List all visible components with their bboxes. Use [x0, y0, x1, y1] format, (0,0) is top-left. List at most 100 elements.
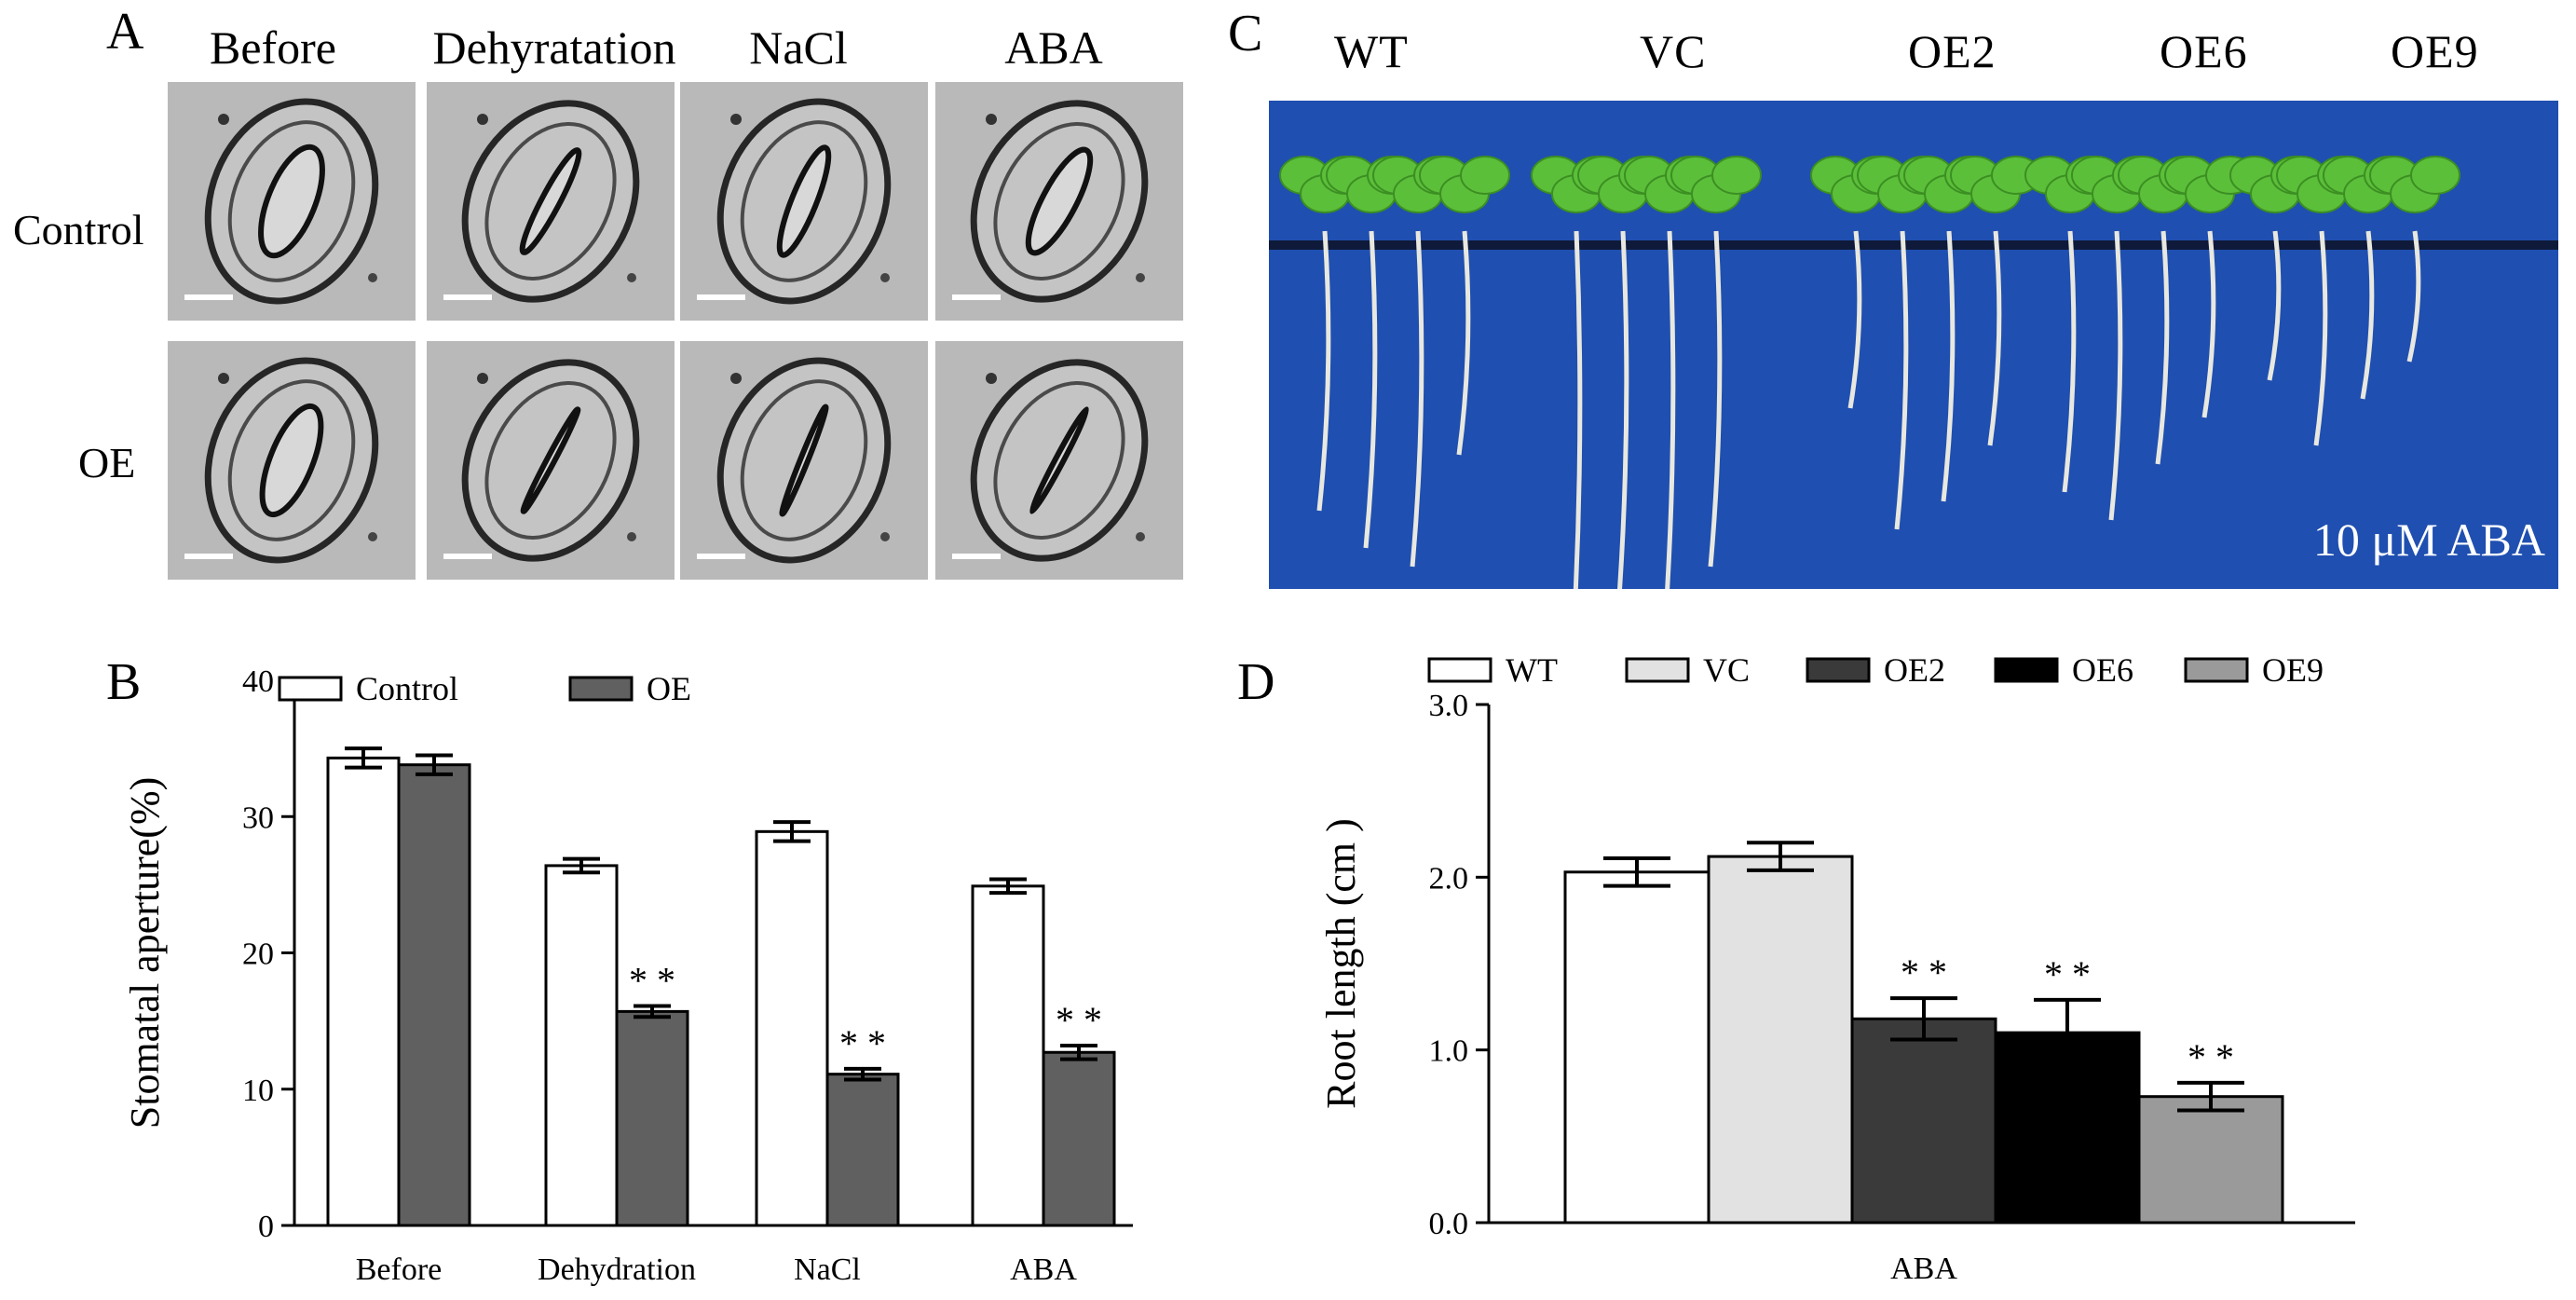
seedling-leaf: [1711, 156, 1762, 195]
panel-c-letter: C: [1228, 5, 1263, 62]
chart-b-y-tick-label: 20: [242, 937, 274, 972]
seedling-root: [1665, 230, 1676, 589]
row-label-oe: OE: [78, 439, 136, 486]
chart-d-legend-label: WT: [1506, 651, 1558, 689]
seedling-root: [2062, 230, 2077, 493]
stomata-image-control-nacl: [680, 82, 928, 321]
chart-d-legend-label: OE2: [1884, 651, 1945, 689]
seedling-root: [1410, 230, 1424, 568]
seedling-root: [2155, 230, 2170, 465]
chart-d-bar-oe2-aba: [1850, 1017, 1997, 1225]
chart-b-legend-swatch: [278, 676, 343, 702]
chart-d-y-tick-label: 0.0: [1429, 1207, 1469, 1241]
chart-b-bar-control-dehydration: [544, 864, 619, 1227]
chart-d-legend-label: VC: [1703, 651, 1750, 689]
panel-d-letter: D: [1237, 653, 1275, 711]
chart-b-y-tick-label: 40: [242, 664, 274, 699]
seedling-root: [2267, 230, 2282, 381]
treatment-label: 10 μM ABA: [2312, 513, 2545, 566]
chart-d-y-tick-label: 2.0: [1429, 861, 1469, 896]
chart-b: 0 10 20 30 40 Stomatal aperture(%) Before * * De…: [0, 0, 1230, 1300]
chart-b-bar-oe-aba: [1042, 1050, 1116, 1227]
seedling-root: [1573, 230, 1583, 589]
chart-d-significance-mark: * *: [2188, 1036, 2234, 1078]
stomata-image-oe-before: [168, 341, 416, 580]
seedling-root: [2201, 230, 2216, 418]
chart-b-y-tick-label: 10: [242, 1074, 274, 1108]
chart-b-category-label: Before: [356, 1252, 443, 1287]
seedling-root: [2406, 230, 2421, 363]
chart-d-legend-label: OE9: [2262, 651, 2324, 689]
genotype-label-oe2: OE2: [1908, 25, 1997, 77]
chart-d-category-label: ABA: [1890, 1252, 1957, 1286]
chart-d-legend-swatch: [1427, 657, 1492, 683]
chart-b-category-label: NaCl: [794, 1252, 861, 1287]
chart-b-bar-oe-nacl: [825, 1073, 900, 1227]
chart-b-y-tick-label: 0: [258, 1210, 274, 1244]
chart-d-legend-swatch: [1994, 657, 2059, 683]
seedling-root: [1894, 230, 1909, 530]
chart-b-category-label: ABA: [1010, 1252, 1077, 1287]
chart-d-significance-mark: * *: [2044, 953, 2091, 995]
stomata-image-control-before: [168, 82, 416, 321]
chart-d-legend-swatch: [1625, 657, 1690, 683]
seedling-root: [1316, 230, 1331, 512]
chart-b-legend-swatch: [568, 676, 634, 702]
column-header-nacl: NaCl: [749, 21, 848, 74]
chart-b-significance-mark: * *: [839, 1022, 886, 1064]
seedling-root: [1708, 230, 1723, 568]
chart-b-category-label: Dehydration: [538, 1252, 696, 1287]
genotype-label-vc: VC: [1640, 25, 1707, 77]
stomata-image-oe-nacl: [680, 341, 928, 580]
panel-a-letter: A: [106, 3, 144, 61]
chart-b-svg: 0 10 20 30 40 Stomatal aperture(%) Before * * De…: [122, 664, 1133, 1287]
chart-d-y-tick-label: 3.0: [1429, 689, 1469, 723]
chart-d-bar-oe9-aba: [2137, 1095, 2284, 1225]
seedling-root: [2360, 230, 2375, 400]
photo-agar-edge: [1269, 240, 2558, 250]
seedling-photo: 10 μM ABA: [1269, 101, 2558, 589]
seedling-root: [1456, 230, 1471, 456]
column-header-before: Before: [209, 21, 337, 74]
chart-d-legend-label: OE6: [2072, 651, 2133, 689]
chart-d-bar-vc-aba: [1707, 855, 1854, 1225]
seedling-root: [2313, 230, 2328, 446]
chart-b-bar-oe-before: [397, 763, 471, 1227]
panel-b-letter: B: [106, 653, 142, 711]
seedling-root: [2108, 230, 2123, 521]
chart-d-y-tick-label: 1.0: [1429, 1034, 1469, 1069]
chart-d-y-axis-title: Root length (cm ): [1318, 818, 1364, 1109]
seedling-root: [1987, 230, 2002, 446]
genotype-label-oe6: OE6: [2160, 25, 2248, 77]
genotype-label-oe9: OE9: [2391, 25, 2479, 77]
chart-d-significance-mark: * *: [1901, 951, 1947, 993]
chart-b-legend-label: Control: [356, 670, 458, 707]
chart-b-bar-control-aba: [971, 884, 1045, 1227]
chart-b-legend-label: OE: [647, 670, 691, 707]
column-header-aba: ABA: [1004, 21, 1103, 74]
seedling-photo-drawing: [1269, 101, 2558, 589]
seedling-root: [1847, 230, 1862, 409]
stomata-image-oe-dehydration: [427, 341, 675, 580]
chart-b-y-axis-title: Stomatal aperture(%): [122, 777, 168, 1129]
stomata-image-control-aba: [935, 82, 1183, 321]
seedling-root: [1617, 230, 1629, 589]
stomata-image-oe-aba: [935, 341, 1183, 580]
seedling-leaf: [1460, 156, 1510, 195]
chart-d-bar-wt-aba: [1563, 870, 1711, 1225]
stomata-image-control-dehydration: [427, 82, 675, 321]
seedling-root: [1363, 230, 1378, 549]
chart-b-bar-control-nacl: [755, 829, 829, 1227]
seedling-root: [1941, 230, 1956, 502]
chart-b-significance-mark: * *: [1056, 999, 1102, 1041]
chart-d-legend-swatch: [1806, 657, 1871, 683]
row-label-control: Control: [13, 206, 144, 253]
chart-b-significance-mark: * *: [629, 960, 675, 1002]
genotype-label-wt: WT: [1334, 25, 1409, 77]
column-header-dehydration: Dehyratation: [432, 21, 676, 74]
chart-d-legend-swatch: [2184, 657, 2249, 683]
chart-b-y-tick-label: 30: [242, 801, 274, 835]
seedling-leaf: [2410, 156, 2460, 195]
